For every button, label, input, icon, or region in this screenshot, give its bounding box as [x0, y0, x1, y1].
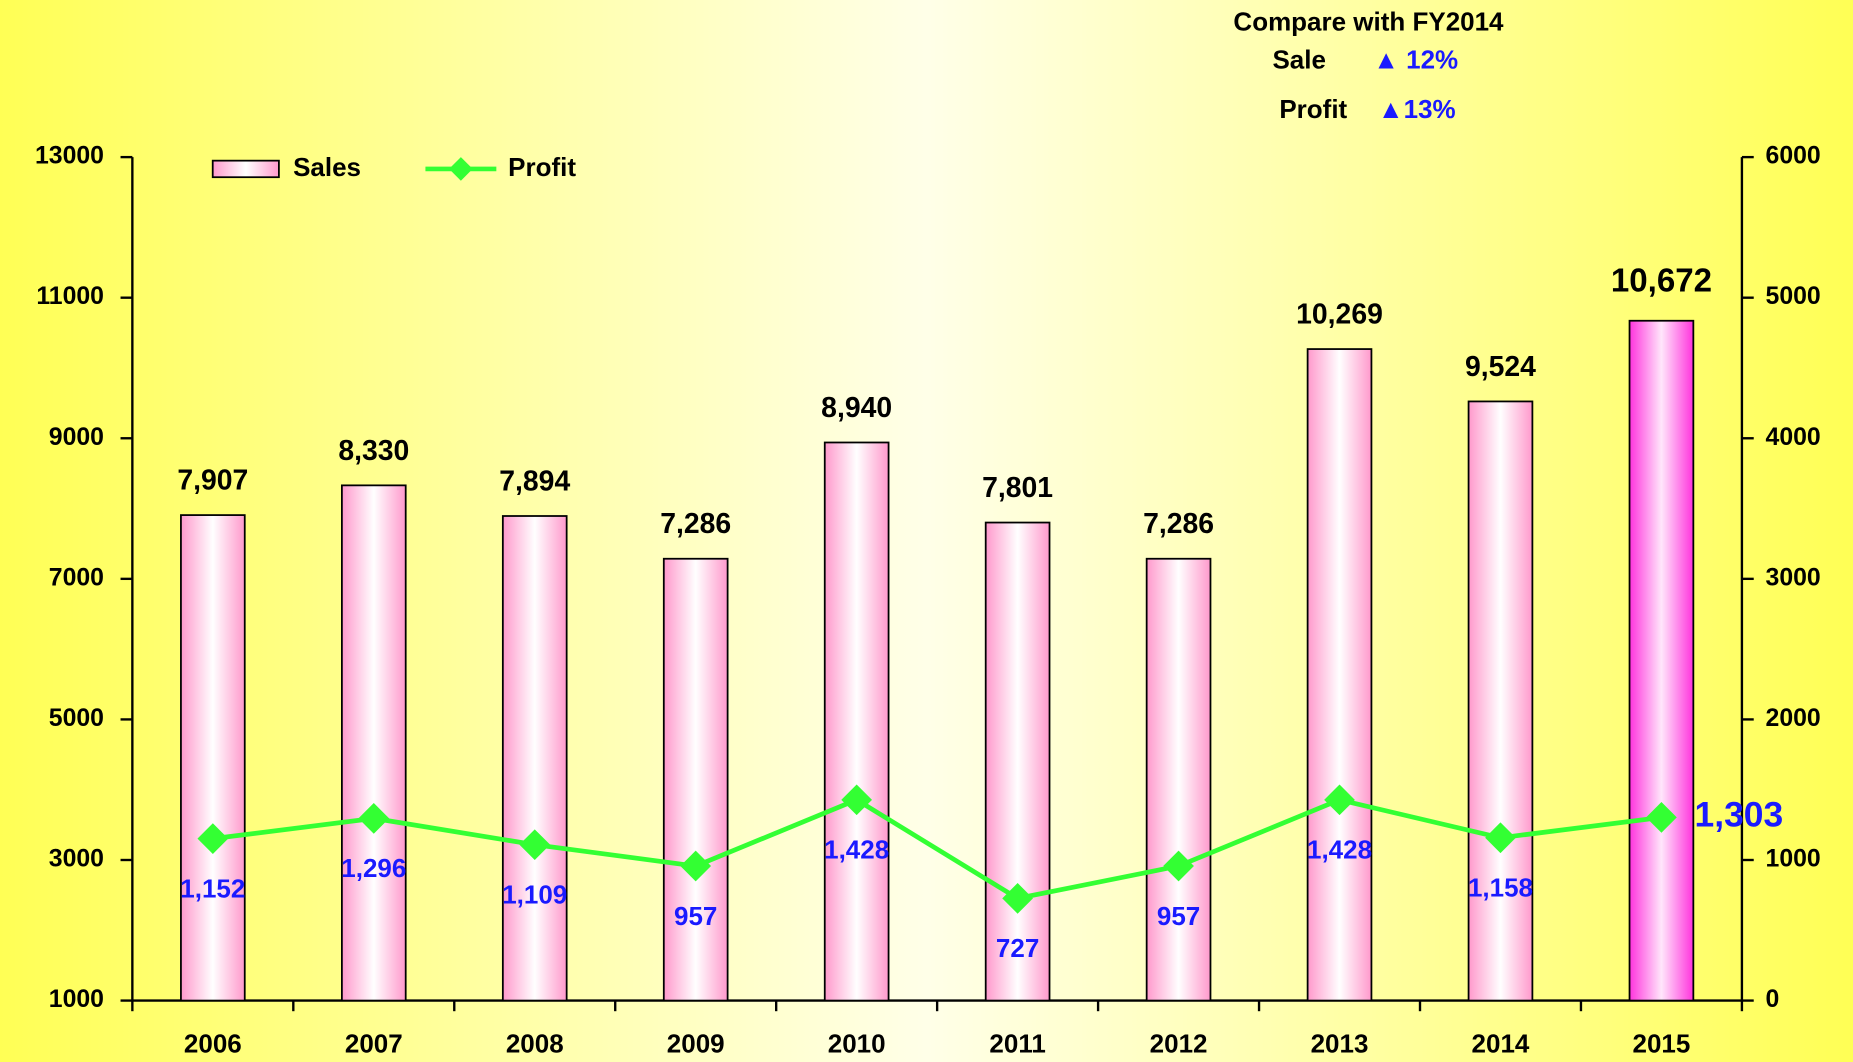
x-tick-label: 2009	[667, 1028, 725, 1058]
bar-value-label: 10,672	[1611, 263, 1712, 300]
y-tick-label: 11000	[36, 283, 104, 310]
legend-marker	[449, 157, 473, 181]
y2-tick-label: 4000	[1766, 424, 1821, 451]
line-value-label: 957	[674, 901, 717, 931]
marker	[519, 829, 551, 861]
x-tick-label: 2013	[1311, 1028, 1369, 1058]
x-tick-label: 2006	[184, 1028, 242, 1058]
line-value-label: 1,152	[180, 873, 245, 903]
line-value-label: 1,296	[341, 853, 406, 883]
legend-swatch	[211, 159, 280, 179]
marker	[841, 784, 873, 816]
bar	[1145, 557, 1212, 1002]
bar-value-label: 8,940	[821, 392, 892, 424]
marker	[358, 803, 390, 834]
x-tick-label: 2010	[828, 1028, 886, 1058]
bar-value-label: 7,894	[499, 465, 570, 497]
bar-value-label: 8,330	[338, 435, 409, 467]
y2-tick-label: 1000	[1766, 846, 1821, 873]
x-tick-label: 2015	[1633, 1028, 1691, 1058]
marker	[1324, 784, 1355, 816]
legend-label: Sales	[293, 152, 361, 182]
bar	[180, 514, 246, 1002]
bar	[340, 484, 407, 1002]
annotation-title: Compare with FY2014	[1233, 6, 1504, 36]
marker	[1646, 802, 1677, 833]
x-tick-label: 2014	[1472, 1028, 1530, 1058]
y2-tick-label: 3000	[1766, 564, 1821, 591]
marker	[197, 823, 229, 854]
bar	[1628, 319, 1695, 1002]
y-tick-label: 13000	[35, 143, 104, 170]
y-tick-label: 1000	[49, 986, 104, 1013]
bar	[662, 557, 729, 1002]
x-tick-label: 2012	[1150, 1028, 1208, 1058]
bar	[984, 521, 1051, 1002]
bar-value-label: 9,524	[1465, 351, 1536, 383]
annotation-label: Profit	[1279, 94, 1347, 124]
bar-value-label: 7,801	[982, 472, 1053, 504]
marker	[680, 850, 712, 882]
bar	[501, 515, 568, 1002]
y2-tick-label: 6000	[1766, 143, 1821, 170]
y-tick-label: 3000	[49, 846, 104, 873]
line-value-label: 727	[996, 933, 1039, 963]
bar	[1467, 400, 1534, 1002]
y-tick-label: 7000	[49, 564, 104, 591]
annotation-value: ▲ 12%	[1373, 44, 1458, 74]
line-value-label: 1,303	[1695, 795, 1784, 835]
line	[212, 797, 1662, 901]
bar-value-label: 7,907	[177, 465, 248, 497]
x-tick-label: 2008	[506, 1028, 564, 1058]
y2-tick-label: 2000	[1766, 705, 1821, 732]
bar	[1306, 348, 1373, 1002]
y-tick-label: 9000	[49, 424, 104, 451]
y2-tick-label: 0	[1766, 986, 1780, 1013]
line-value-label: 1,428	[824, 835, 889, 865]
legend-label: Profit	[508, 152, 576, 182]
marker	[1485, 822, 1516, 854]
annotation-value: ▲13%	[1378, 94, 1456, 124]
line-value-label: 1,158	[1468, 873, 1533, 903]
x-tick-label: 2011	[989, 1028, 1045, 1058]
bar-value-label: 10,269	[1296, 298, 1383, 330]
line-value-label: 1,428	[1307, 835, 1372, 865]
bar-value-label: 7,286	[660, 508, 731, 540]
bar-value-label: 7,286	[1143, 508, 1214, 540]
x-tick-label: 2007	[345, 1028, 403, 1058]
annotation-label: Sale	[1272, 44, 1325, 74]
y2-tick-label: 5000	[1766, 283, 1821, 310]
line-value-label: 957	[1157, 901, 1200, 931]
y-tick-label: 5000	[49, 705, 104, 732]
line-value-label: 1,109	[502, 880, 567, 910]
bar	[823, 441, 890, 1002]
